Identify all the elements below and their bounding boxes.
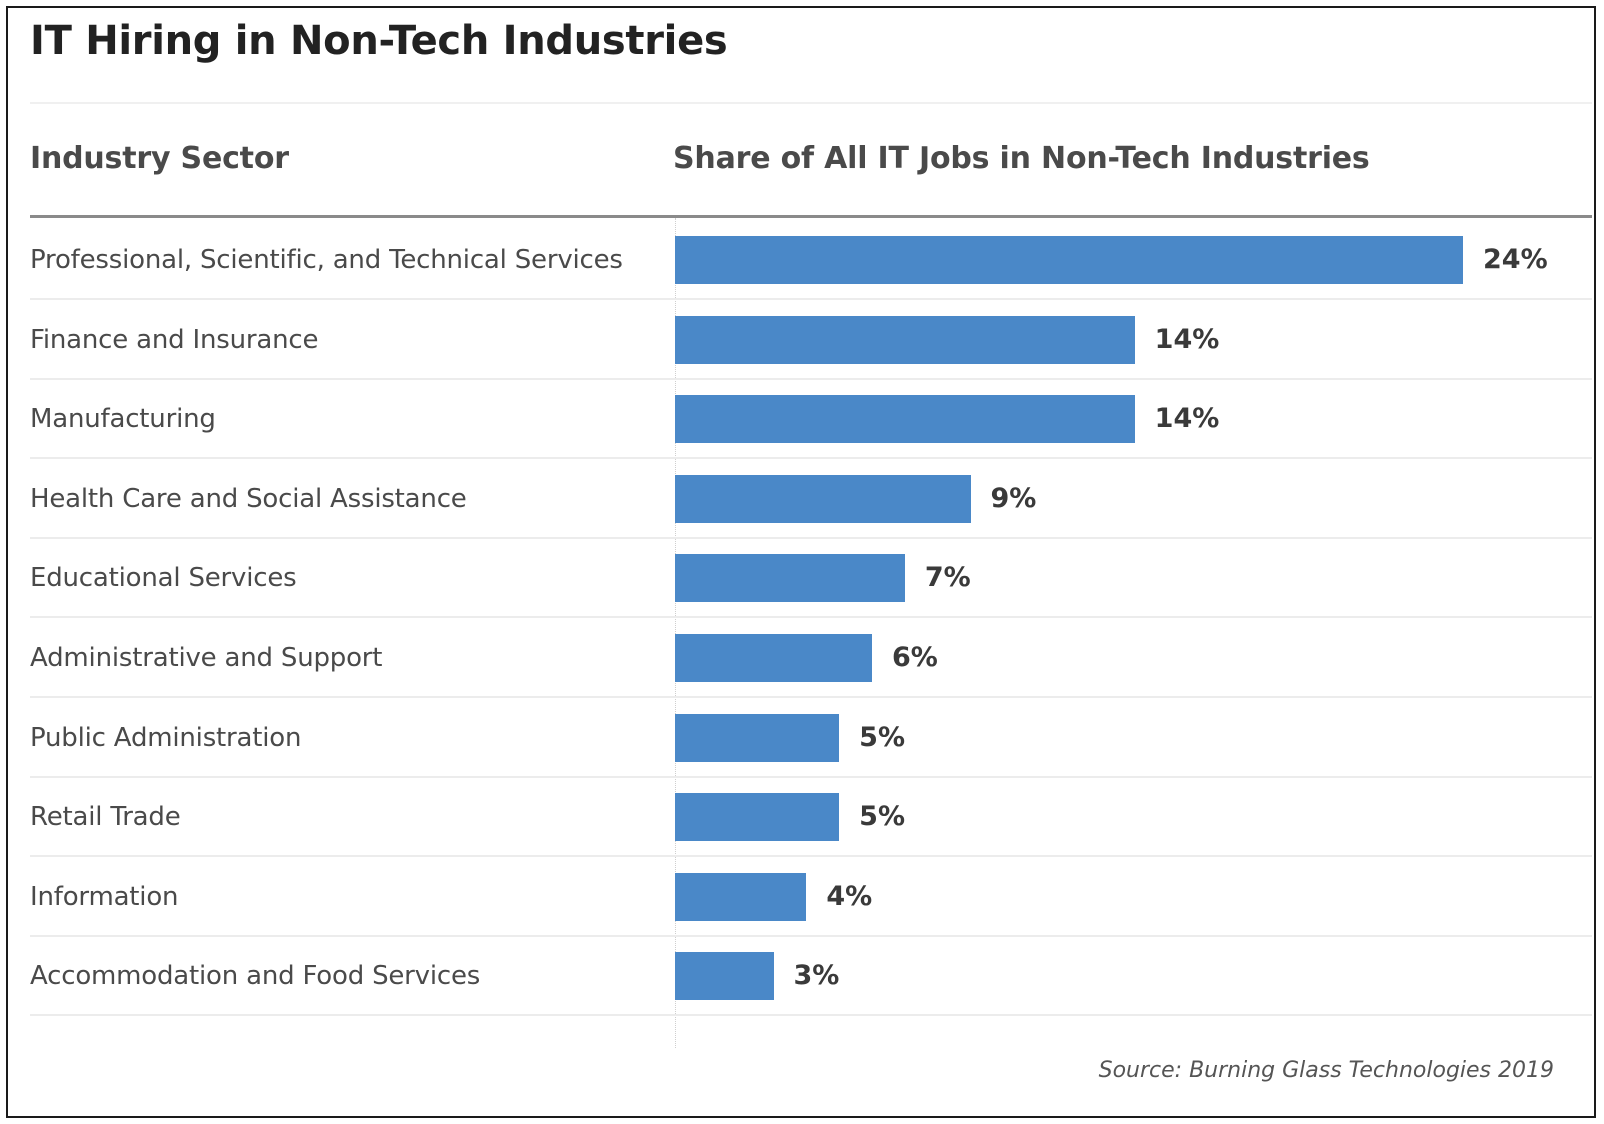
table-row: Finance and Insurance 14% — [30, 300, 1592, 380]
data-label: 7% — [924, 562, 971, 594]
data-label: 3% — [793, 960, 840, 992]
category-label: Professional, Scientific, and Technical … — [30, 245, 623, 275]
category-label: Finance and Insurance — [30, 324, 319, 355]
bar — [675, 713, 840, 762]
category-label: Public Administration — [30, 722, 302, 753]
header-divider — [30, 215, 1592, 218]
row-divider — [30, 536, 1592, 539]
row-divider — [30, 298, 1592, 300]
data-label: 5% — [859, 721, 905, 753]
table-row: Educational Services 7% — [30, 538, 1592, 619]
bar — [675, 474, 971, 523]
row-divider — [30, 855, 1592, 858]
data-label: 4% — [826, 880, 873, 912]
data-label: 24% — [1483, 244, 1548, 275]
data-label: 6% — [892, 642, 938, 673]
bar — [675, 554, 905, 603]
table-row: Retail Trade 5% — [30, 777, 1592, 858]
data-label: 5% — [859, 801, 905, 833]
bar — [675, 793, 840, 842]
row-divider — [30, 775, 1592, 778]
table-row: Professional, Scientific, and Technical … — [30, 220, 1592, 300]
bar — [675, 634, 872, 682]
table-row: Administrative and Support 6% — [30, 618, 1592, 698]
bar — [675, 236, 1463, 284]
bar — [675, 952, 774, 1001]
table-row: Manufacturing 14% — [30, 379, 1592, 460]
category-label: Educational Services — [30, 563, 297, 594]
bar — [675, 395, 1135, 444]
table-row: Accommodation and Food Services 3% — [30, 936, 1592, 1017]
column-header-sector: Industry Sector — [30, 141, 289, 176]
column-header-share: Share of All IT Jobs in Non-Tech Industr… — [673, 141, 1370, 176]
data-label: 14% — [1154, 403, 1220, 435]
category-label: Health Care and Social Assistance — [30, 483, 467, 514]
bar — [675, 872, 807, 921]
chart-frame: IT Hiring in Non-Tech Industries Industr… — [6, 6, 1596, 1118]
chart-title: IT Hiring in Non-Tech Industries — [30, 18, 728, 64]
category-label: Retail Trade — [30, 802, 181, 833]
row-divider — [30, 457, 1592, 460]
bar — [675, 315, 1135, 364]
row-divider — [30, 616, 1592, 619]
table-row: Health Care and Social Assistance 9% — [30, 459, 1592, 539]
category-label: Manufacturing — [30, 404, 216, 435]
category-label: Administrative and Support — [30, 643, 383, 673]
source-note: Source: Burning Glass Technologies 2019 — [1098, 1058, 1554, 1083]
category-label: Information — [30, 881, 179, 912]
category-label: Accommodation and Food Services — [30, 961, 481, 992]
data-label: 14% — [1154, 323, 1220, 355]
title-divider — [30, 102, 1592, 104]
plot-baseline — [675, 218, 676, 1048]
row-divider — [30, 934, 1592, 937]
row-divider — [30, 377, 1592, 380]
table-row: Public Administration 5% — [30, 698, 1592, 778]
data-label: 9% — [990, 482, 1037, 514]
table-row: Information 4% — [30, 857, 1592, 937]
row-divider — [30, 1014, 1592, 1017]
row-divider — [30, 696, 1592, 698]
